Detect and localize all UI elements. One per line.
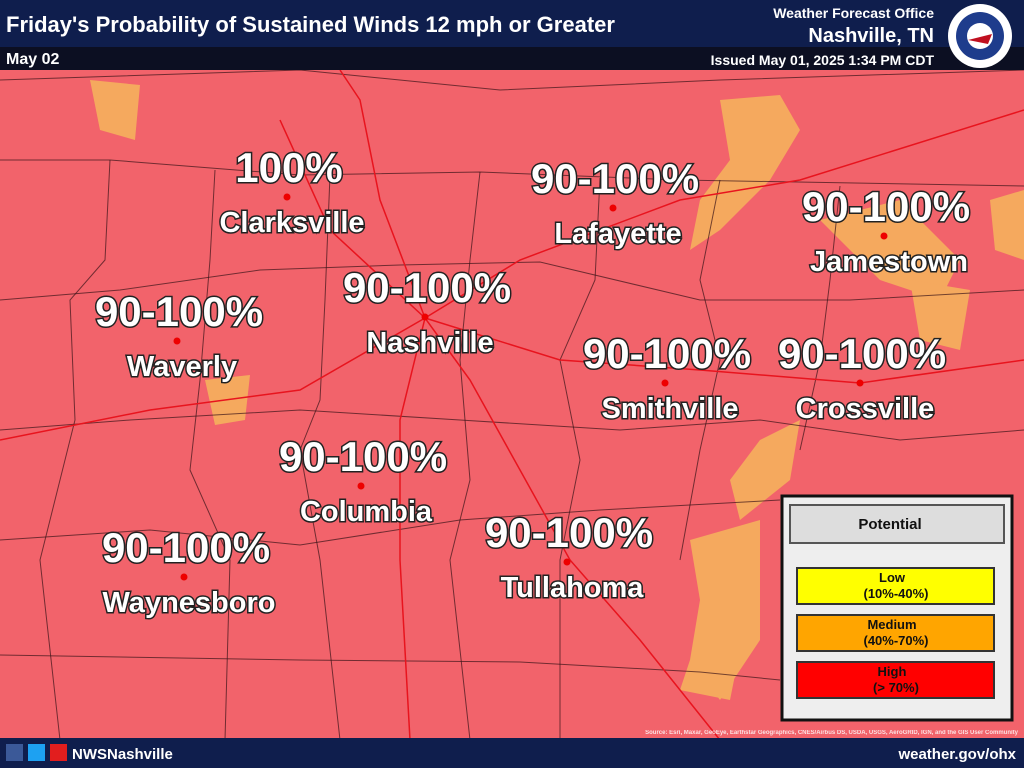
city-name: Clarksville: [219, 207, 364, 239]
city-dot: [180, 573, 188, 581]
city-value: 100%: [235, 144, 342, 191]
facebook-icon[interactable]: [6, 744, 23, 761]
legend-range: (10%-40%): [863, 586, 928, 601]
legend-range: (40%-70%): [863, 633, 928, 648]
youtube-icon[interactable]: [50, 744, 67, 761]
city-dot: [173, 337, 181, 345]
city-name: Waynesboro: [103, 587, 276, 619]
city-dot: [856, 379, 864, 387]
twitter-icon[interactable]: [28, 744, 45, 761]
date: May 02: [6, 51, 59, 68]
city-dot: [880, 232, 888, 240]
city-value: 90-100%: [778, 330, 946, 377]
legend-label: Low: [879, 570, 906, 585]
city-value: 90-100%: [583, 330, 751, 377]
legend-label: Medium: [867, 617, 916, 632]
city-dot: [421, 313, 429, 321]
city-value: 90-100%: [102, 524, 270, 571]
city-value: 90-100%: [279, 433, 447, 480]
city-dot: [357, 482, 365, 490]
nws-logo: [948, 4, 1012, 68]
city-name: Waverly: [127, 351, 237, 383]
city-value: 90-100%: [531, 155, 699, 202]
legend-items: Low(10%-40%) Medium(40%-70%) High(> 70%): [796, 567, 995, 699]
office: Weather Forecast Office: [773, 5, 934, 21]
footer-bar: [0, 738, 1024, 768]
header-bar: [0, 0, 1024, 47]
legend-swatch: [796, 661, 995, 699]
city-value: 90-100%: [95, 288, 263, 335]
roads: [0, 69, 1024, 741]
title: Friday's Probability of Sustained Winds …: [6, 12, 615, 37]
city-labels: 100% Clarksville 90-100% Lafayette 90-100% Ja…: [93, 143, 971, 621]
city-value: 90-100%: [802, 183, 970, 230]
city-dot: [283, 193, 291, 201]
website[interactable]: weather.gov/ohx: [897, 746, 1016, 763]
location: Nashville, TN: [808, 25, 934, 47]
city-name: Crossville: [796, 393, 935, 425]
city-name: Smithville: [602, 393, 739, 425]
legend-swatch: [796, 567, 995, 605]
city-value: 90-100%: [485, 509, 653, 556]
county-lines: [0, 69, 1024, 741]
legend-range: (> 70%): [873, 680, 919, 695]
issued: Issued May 01, 2025 1:34 PM CDT: [711, 52, 935, 68]
attribution: Source: Esri, Maxar, GeoEye, Earthstar G…: [645, 730, 1019, 736]
social-handle[interactable]: NWSNashville: [72, 746, 173, 763]
city-dot: [609, 204, 617, 212]
legend: Potential Low(10%-40%) Medium(40%-70%) Hig…: [780, 494, 1014, 722]
date-bar: [0, 47, 1024, 70]
city-name: Columbia: [300, 496, 433, 528]
legend-label: High: [878, 664, 907, 679]
city-name: Nashville: [366, 327, 493, 359]
city-dot: [563, 558, 571, 566]
city-value: 90-100%: [343, 264, 511, 311]
legend-title: Potential: [858, 516, 921, 533]
city-name: Lafayette: [554, 218, 681, 250]
city-dot: [661, 379, 669, 387]
city-name: Jamestown: [810, 246, 968, 278]
city-name: Tullahoma: [501, 572, 645, 604]
low-potential-areas: [90, 80, 1024, 700]
legend-swatch: [796, 614, 995, 652]
